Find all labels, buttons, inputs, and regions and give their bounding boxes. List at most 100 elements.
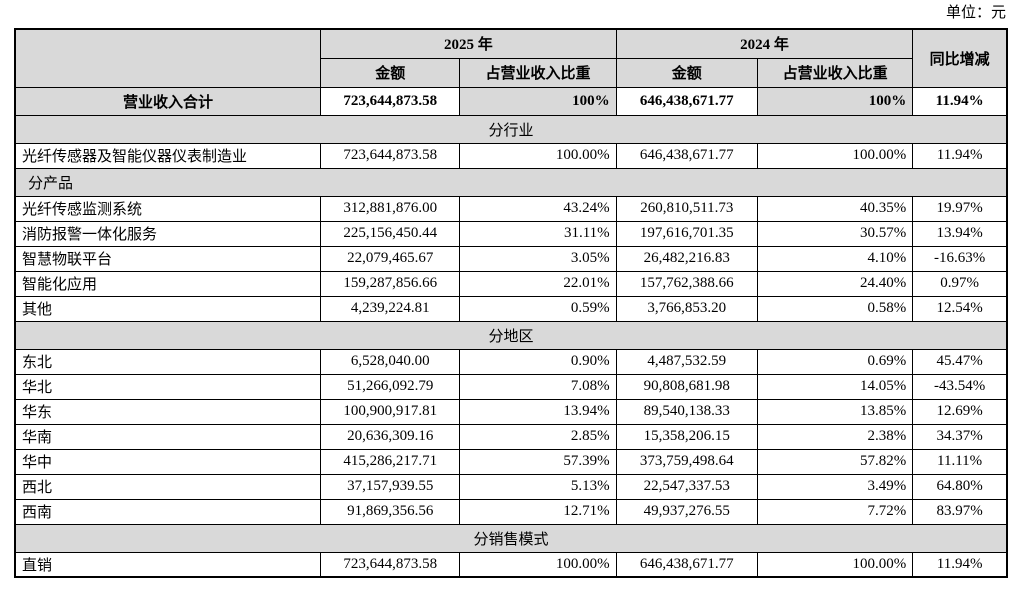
row-label-cell: 光纤传感监测系统 — [14, 195, 322, 222]
pct-2025-cell: 100.00% — [459, 551, 617, 578]
pct-2024-cell: 100.00% — [756, 142, 914, 169]
row-label-cell: 华南 — [14, 423, 322, 450]
pct-2025-cell: 43.24% — [459, 195, 617, 222]
row-label-cell: 智能化应用 — [14, 270, 322, 297]
row-label-cell: 消防报警一体化服务 — [14, 220, 322, 247]
corner-blank-cell — [14, 28, 322, 88]
yoy-cell: 11.94% — [912, 551, 1008, 578]
amount-2025-cell: 22,079,465.67 — [320, 245, 461, 272]
yoy-cell: 12.54% — [912, 295, 1008, 322]
pct-2024-cell: 13.85% — [756, 398, 914, 425]
table-row: 营业收入合计 723,644,873.58 100% 646,438,671.77 10… — [14, 86, 1008, 116]
row-label-cell: 华北 — [14, 373, 322, 400]
pct-2025-cell: 0.90% — [459, 348, 617, 375]
amount-2024-cell: 157,762,388.66 — [615, 270, 758, 297]
unit-label: 单位：元 — [945, 5, 1006, 21]
section-label: 分地区 — [14, 320, 1008, 350]
table-row: 光纤传感器及智能仪器仪表制造业 723,644,873.58 100.00% 646,… — [14, 142, 1008, 169]
pct-2025-cell: 3.05% — [459, 245, 617, 272]
amount-2024-cell: 646,438,671.77 — [615, 551, 758, 578]
amount-2025-cell: 6,528,040.00 — [320, 348, 461, 375]
amount-2024-cell: 26,482,216.83 — [615, 245, 758, 272]
yoy-cell: -16.63% — [912, 245, 1008, 272]
section-row: 分行业 — [14, 114, 1008, 144]
table-row: 消防报警一体化服务 225,156,450.44 31.11% 197,616,701… — [14, 220, 1008, 247]
section-label: 分行业 — [14, 114, 1008, 144]
table-row: 直销 723,644,873.58 100.00% 646,438,671.77 100… — [14, 551, 1008, 578]
pct-2025-cell: 57.39% — [459, 448, 617, 475]
pct-2024-cell: 57.82% — [756, 448, 914, 475]
amount-2025-cell: 51,266,092.79 — [320, 373, 461, 400]
pct-2024-cell: 100% — [756, 86, 914, 116]
pct-2024-cell: 7.72% — [756, 498, 914, 525]
pct-2025-cell: 12.71% — [459, 498, 617, 525]
pct-2024-cell: 14.05% — [756, 373, 914, 400]
section-row: 分销售模式 — [14, 523, 1008, 553]
header-row-years: 2025 年 2024 年 同比增减 — [14, 28, 1008, 88]
pct-2024-cell: 40.35% — [756, 195, 914, 222]
pct-2025-cell: 100% — [459, 86, 617, 116]
yoy-cell: 64.80% — [912, 473, 1008, 500]
row-label-cell: 华东 — [14, 398, 322, 425]
amount-2025-header: 金额 — [320, 57, 461, 88]
amount-2025-cell: 20,636,309.16 — [320, 423, 461, 450]
amount-2024-cell: 260,810,511.73 — [615, 195, 758, 222]
pct-2025-cell: 7.08% — [459, 373, 617, 400]
amount-2025-cell: 723,644,873.58 — [320, 86, 461, 116]
amount-2024-cell: 15,358,206.15 — [615, 423, 758, 450]
table-row: 华南 20,636,309.16 2.85% 15,358,206.15 2.38% 34… — [14, 423, 1008, 450]
amount-2024-cell: 22,547,337.53 — [615, 473, 758, 500]
yoy-cell: 13.94% — [912, 220, 1008, 247]
amount-2024-cell: 3,766,853.20 — [615, 295, 758, 322]
pct-2025-header: 占营业收入比重 — [459, 57, 617, 88]
pct-2024-header: 占营业收入比重 — [756, 57, 914, 88]
table-row: 西北 37,157,939.55 5.13% 22,547,337.53 3.49% 64… — [14, 473, 1008, 500]
table-row: 华东 100,900,917.81 13.94% 89,540,138.33 13.85… — [14, 398, 1008, 425]
row-label-cell: 光纤传感器及智能仪器仪表制造业 — [14, 142, 322, 169]
amount-2024-cell: 89,540,138.33 — [615, 398, 758, 425]
yoy-cell: 11.94% — [912, 86, 1008, 116]
pct-2025-cell: 5.13% — [459, 473, 617, 500]
pct-2025-cell: 22.01% — [459, 270, 617, 297]
amount-2025-cell: 723,644,873.58 — [320, 142, 461, 169]
yoy-cell: -43.54% — [912, 373, 1008, 400]
year-2024-header: 2024 年 — [615, 28, 914, 59]
amount-2024-cell: 4,487,532.59 — [615, 348, 758, 375]
section-row: 分产品 — [14, 167, 1008, 197]
amount-2025-cell: 91,869,356.56 — [320, 498, 461, 525]
amount-2025-cell: 159,287,856.66 — [320, 270, 461, 297]
table-row: 西南 91,869,356.56 12.71% 49,937,276.55 7.72% 8… — [14, 498, 1008, 525]
amount-2025-cell: 100,900,917.81 — [320, 398, 461, 425]
pct-2025-cell: 13.94% — [459, 398, 617, 425]
amount-2025-cell: 225,156,450.44 — [320, 220, 461, 247]
table-row: 智慧物联平台 22,079,465.67 3.05% 26,482,216.83 4.1… — [14, 245, 1008, 272]
table-row: 其他 4,239,224.81 0.59% 3,766,853.20 0.58% 12.5… — [14, 295, 1008, 322]
pct-2024-cell: 24.40% — [756, 270, 914, 297]
row-label-cell: 西北 — [14, 473, 322, 500]
amount-2024-cell: 197,616,701.35 — [615, 220, 758, 247]
table-header: 2025 年 2024 年 同比增减 金额 占营业收入比重 金额 占营业收入比重 — [14, 28, 1008, 88]
pct-2025-cell: 100.00% — [459, 142, 617, 169]
pct-2024-cell: 0.58% — [756, 295, 914, 322]
row-label-cell: 西南 — [14, 498, 322, 525]
yoy-cell: 12.69% — [912, 398, 1008, 425]
row-label-cell: 直销 — [14, 551, 322, 578]
amount-2024-cell: 90,808,681.98 — [615, 373, 758, 400]
yoy-cell: 11.94% — [912, 142, 1008, 169]
amount-2025-cell: 312,881,876.00 — [320, 195, 461, 222]
amount-2024-cell: 646,438,671.77 — [615, 142, 758, 169]
yoy-cell: 83.97% — [912, 498, 1008, 525]
section-row: 分地区 — [14, 320, 1008, 350]
pct-2024-cell: 30.57% — [756, 220, 914, 247]
table-row: 华北 51,266,092.79 7.08% 90,808,681.98 14.05% -… — [14, 373, 1008, 400]
table-row: 智能化应用 159,287,856.66 22.01% 157,762,388.66 2… — [14, 270, 1008, 297]
pct-2024-cell: 4.10% — [756, 245, 914, 272]
yoy-cell: 11.11% — [912, 448, 1008, 475]
table-row: 光纤传感监测系统 312,881,876.00 43.24% 260,810,511.… — [14, 195, 1008, 222]
row-label-cell: 营业收入合计 — [14, 86, 322, 116]
amount-2024-cell: 373,759,498.64 — [615, 448, 758, 475]
section-label: 分产品 — [14, 167, 1008, 197]
pct-2025-cell: 31.11% — [459, 220, 617, 247]
table-row: 华中 415,286,217.71 57.39% 373,759,498.64 57.8… — [14, 448, 1008, 475]
header-row-columns: 金额 占营业收入比重 金额 占营业收入比重 — [15, 57, 1007, 88]
